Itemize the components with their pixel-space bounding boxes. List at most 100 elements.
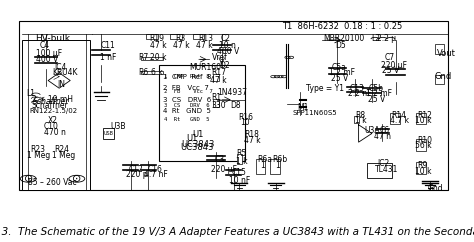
Text: R19: R19 <box>150 34 164 43</box>
Text: Schaffner: Schaffner <box>33 97 69 106</box>
Bar <box>416 162 426 174</box>
Text: C5b: C5b <box>368 84 383 93</box>
Text: R6a: R6a <box>257 155 272 164</box>
Text: R7: R7 <box>139 53 149 62</box>
Text: 25 V: 25 V <box>368 95 385 104</box>
Text: 1 k: 1 k <box>236 157 247 166</box>
Text: IC4: IC4 <box>55 62 67 72</box>
Text: 1 nF: 1 nF <box>100 53 116 62</box>
Bar <box>158 65 245 161</box>
Bar <box>391 113 400 124</box>
Bar <box>141 57 163 60</box>
Text: MUR160: MUR160 <box>190 62 221 72</box>
Text: 220 µF: 220 µF <box>210 165 237 174</box>
Text: IN: IN <box>57 80 65 89</box>
Text: 1.2 mF: 1.2 mF <box>328 68 355 77</box>
Text: R24: R24 <box>55 145 70 154</box>
Text: 330: 330 <box>211 101 226 110</box>
Bar <box>141 71 163 74</box>
Text: 20 k: 20 k <box>150 53 166 62</box>
Text: 4  Rt   GND  5: 4 Rt GND 5 <box>164 117 210 122</box>
Text: C7: C7 <box>385 53 395 62</box>
Text: C10: C10 <box>44 122 59 131</box>
Bar <box>416 139 426 151</box>
Text: 2  FB    Vcc  7: 2 FB Vcc 7 <box>164 89 213 94</box>
Text: MBR20100: MBR20100 <box>323 34 365 43</box>
Text: 85 – 260 Vac: 85 – 260 Vac <box>28 178 77 187</box>
Text: 1  CMP  Ref  8: 1 CMP Ref 8 <box>164 74 210 79</box>
Text: 10 nF: 10 nF <box>229 176 250 185</box>
Text: D8: D8 <box>230 101 241 110</box>
Text: U1: U1 <box>186 134 198 143</box>
Text: 400 V: 400 V <box>217 47 239 56</box>
Text: U3A: U3A <box>364 126 380 135</box>
Text: 2.2 nF: 2.2 nF <box>347 90 371 98</box>
Text: UC3843: UC3843 <box>181 144 214 152</box>
Text: U1: U1 <box>192 130 204 139</box>
Text: 1: 1 <box>261 161 265 170</box>
Text: R3: R3 <box>175 34 186 43</box>
Text: 3  CS   DRV  6: 3 CS DRV 6 <box>163 97 211 103</box>
Text: 2 × 10 mH: 2 × 10 mH <box>32 95 73 104</box>
Text: 220 µF: 220 µF <box>381 60 407 70</box>
Text: 220 p: 220 p <box>126 170 148 179</box>
Text: R16: R16 <box>238 113 253 121</box>
Text: R9: R9 <box>417 161 427 170</box>
Text: C5a: C5a <box>331 62 346 72</box>
Bar <box>192 34 204 39</box>
Bar <box>435 75 444 84</box>
Text: C6: C6 <box>379 126 390 135</box>
Text: 6 k: 6 k <box>151 68 163 77</box>
Text: 470 n: 470 n <box>44 128 65 137</box>
Text: SPP11N60S5: SPP11N60S5 <box>292 110 337 116</box>
Text: 1N4937: 1N4937 <box>217 88 247 97</box>
Bar <box>255 159 265 174</box>
Text: HV-bulk: HV-bulk <box>35 34 70 43</box>
Text: ⊙: ⊙ <box>72 174 82 184</box>
Text: C2: C2 <box>220 34 230 43</box>
Text: C15: C15 <box>231 168 246 177</box>
Text: 47 k: 47 k <box>173 41 190 50</box>
Text: 56 k: 56 k <box>415 142 431 151</box>
Bar <box>367 163 392 178</box>
Text: Type = Y1: Type = Y1 <box>306 84 344 93</box>
Text: 4  Rt   GND  5: 4 Rt GND 5 <box>163 108 211 114</box>
Bar <box>103 128 114 139</box>
Text: 1 Meg: 1 Meg <box>27 151 51 160</box>
Text: R10: R10 <box>417 136 432 145</box>
Text: T1  86H-6232  0.18 : 1 : 0.25: T1 86H-6232 0.18 : 1 : 0.25 <box>282 22 402 31</box>
Text: 10: 10 <box>240 118 250 127</box>
Text: UC3843: UC3843 <box>182 140 215 149</box>
Text: 47 k: 47 k <box>210 76 227 85</box>
Bar <box>270 159 280 174</box>
Text: 10 n: 10 n <box>219 41 236 50</box>
Text: R6b: R6b <box>272 155 287 164</box>
Text: Gnd: Gnd <box>428 184 444 193</box>
Text: 47 k: 47 k <box>196 41 213 50</box>
Text: 47 n: 47 n <box>374 132 391 141</box>
Text: 1 Meg: 1 Meg <box>52 151 75 160</box>
Text: Figure 13.  The Schematic of the 19 V/3 A Adapter Features a UC3843 with a TL431: Figure 13. The Schematic of the 19 V/3 A… <box>0 227 474 237</box>
Text: R13: R13 <box>198 34 213 43</box>
Text: KBU4K: KBU4K <box>53 68 78 77</box>
Text: C4: C4 <box>39 41 49 50</box>
Text: 1: 1 <box>275 161 280 170</box>
Text: Vref: Vref <box>211 53 228 62</box>
Text: M1: M1 <box>298 103 309 112</box>
Bar <box>237 154 242 164</box>
Text: 1  CMP  Ref  8: 1 CMP Ref 8 <box>163 74 211 80</box>
Text: Gnd: Gnd <box>435 72 452 81</box>
Text: R8: R8 <box>355 111 365 120</box>
Text: R18: R18 <box>245 130 260 139</box>
Bar <box>171 34 182 39</box>
Bar <box>146 34 158 39</box>
Text: 47 k: 47 k <box>244 136 260 145</box>
Text: TL431: TL431 <box>375 165 398 174</box>
Text: 400 V: 400 V <box>36 55 58 64</box>
Text: 47 k: 47 k <box>150 41 166 50</box>
Text: R1: R1 <box>211 93 222 102</box>
Text: 25 V: 25 V <box>331 74 348 83</box>
Text: L2: L2 <box>371 34 380 43</box>
Bar <box>435 44 444 53</box>
Text: 4.7 nF: 4.7 nF <box>145 170 168 179</box>
